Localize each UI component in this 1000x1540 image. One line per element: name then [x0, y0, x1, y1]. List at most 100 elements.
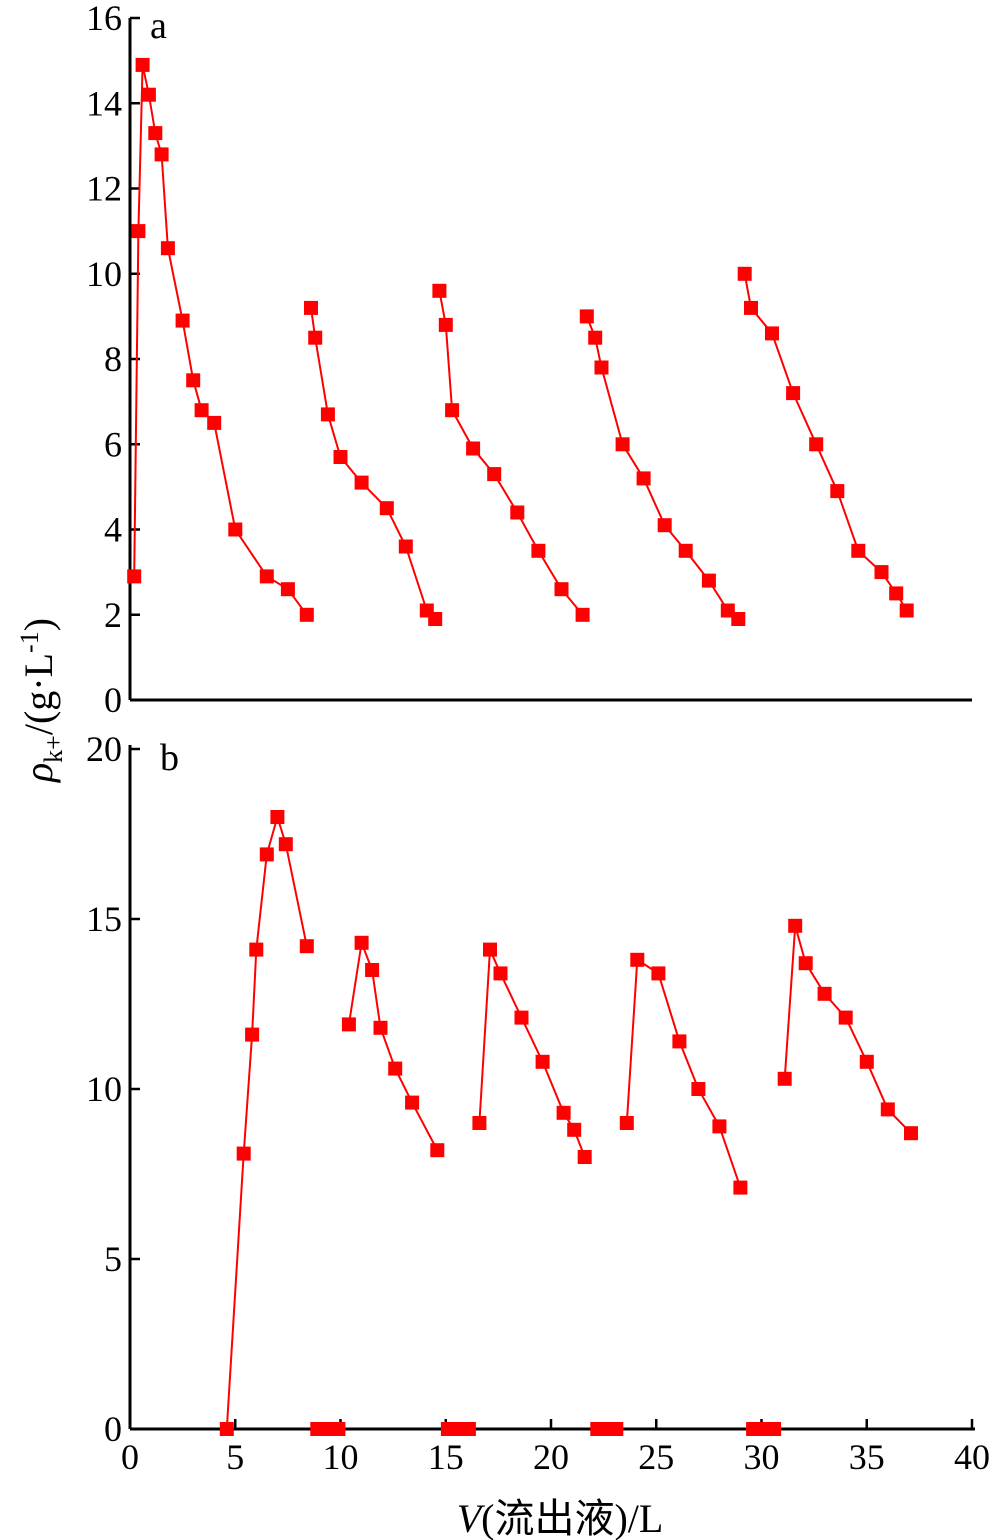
panel-b-x-tick-label: 10	[323, 1437, 359, 1477]
panel-b-y-tick-label: 0	[104, 1409, 122, 1449]
panel-b-data-point	[556, 1105, 571, 1120]
panel-a-data-point	[531, 543, 546, 558]
panel-a-data-point	[701, 573, 716, 588]
panel-a-data-point	[299, 607, 314, 622]
panel-b-data-point	[341, 1017, 356, 1032]
panel-b-data-point	[777, 1071, 792, 1086]
panel-b-series	[219, 810, 918, 1436]
panel-a-data-point	[636, 471, 651, 486]
panel-a-data-point	[786, 386, 801, 401]
panel-a-y-tick-label: 8	[104, 339, 122, 379]
panel-a-data-point	[445, 403, 460, 418]
panel-a-data-point	[428, 612, 443, 626]
panel-b-data-point	[278, 837, 293, 852]
x-axis-title-rest: (流出液)/L	[481, 1496, 663, 1540]
panel-b-data-point	[373, 1020, 388, 1035]
panel-a-series-line	[133, 64, 308, 616]
panel-a-data-point	[160, 241, 175, 256]
panel-a-data-point	[154, 147, 169, 162]
panel-a-data-point	[744, 300, 758, 315]
panel-b-label: b	[160, 737, 179, 779]
panel-a-data-point	[207, 415, 222, 430]
panel-b-data-point	[838, 1010, 853, 1025]
panel-b-x-tick-label: 30	[744, 1437, 780, 1477]
panel-a-y-tick-label: 10	[86, 254, 122, 294]
panel-a-label: a	[150, 5, 167, 47]
panel-a-data-point	[830, 484, 845, 499]
panel-a-data-point	[280, 582, 295, 597]
panel-a-data-point	[588, 330, 603, 345]
panel-a-data-point	[889, 586, 904, 601]
panel-b-x-tick-label: 5	[226, 1437, 244, 1477]
panel-b-data-point	[691, 1082, 706, 1096]
panel-b-data-point	[535, 1054, 550, 1069]
x-axis-title: V(流出液)/L	[457, 1496, 664, 1540]
panel-a-data-point	[594, 360, 609, 375]
panel-a-data-point	[554, 582, 569, 597]
panel-b-x-tick-label: 20	[533, 1437, 569, 1477]
panel-b-series-line	[625, 958, 742, 1188]
panel-a-data-point	[259, 569, 274, 584]
panel-b-data-point	[609, 1422, 624, 1436]
panel-a-data-point	[731, 612, 746, 626]
panel-b-data-point	[354, 935, 369, 950]
panel-b-data-point	[788, 918, 803, 933]
panel-b-data-point	[767, 1422, 782, 1436]
panel-b-data-point	[619, 1116, 634, 1130]
panel-a-data-point	[579, 309, 594, 324]
panel-a-y-tick-label: 2	[104, 595, 122, 635]
panel-b-data-point	[472, 1116, 487, 1130]
panel-a-data-point	[851, 543, 866, 558]
panel-b-data-point	[299, 939, 314, 954]
panel-b-data-point	[798, 956, 813, 971]
panel-a-data-point	[379, 501, 394, 516]
panel-b-data-point	[461, 1422, 476, 1436]
panel-b-data-point	[245, 1027, 260, 1042]
panel-b-data-point	[259, 847, 274, 862]
panel-a-data-point	[678, 543, 693, 558]
panel-b-data-point	[430, 1143, 445, 1158]
panel-a-data-point	[510, 505, 525, 520]
panel-a-data-point	[438, 317, 453, 332]
panel-b-data-point	[483, 942, 497, 957]
panel-b-series-line	[225, 813, 308, 1430]
panel-a-data-point	[308, 330, 323, 345]
panel-a-y-ticks: 0 2 4 6 8 10 12 14 16	[86, 0, 140, 720]
panel-b-data-point	[365, 963, 380, 977]
panel-a: 0 2 4 6 8 10 12 14 16 a	[86, 0, 972, 720]
panel-a-data-point	[874, 565, 889, 580]
panel-b: 0 5 10 15 20 0 5 10 15 20 25 30 35 40 b	[86, 729, 990, 1477]
panel-a-data-point	[398, 539, 413, 554]
panel-a-data-point	[432, 283, 447, 298]
panel-a-data-point	[575, 607, 590, 622]
y-axis-title: ρk+/(g·L-1)	[15, 618, 68, 784]
panel-a-data-point	[320, 407, 335, 422]
panel-b-x-tick-label: 35	[849, 1437, 885, 1477]
panel-b-x-tick-label: 40	[954, 1437, 990, 1477]
panel-a-data-point	[899, 603, 914, 618]
panel-b-data-point	[249, 942, 264, 957]
panel-b-data-point	[567, 1122, 582, 1137]
panel-a-data-point	[765, 326, 779, 341]
panel-b-x-tick-label: 15	[428, 1437, 464, 1477]
panel-b-data-point	[630, 952, 645, 967]
panel-b-data-point	[514, 1010, 529, 1025]
panel-a-y-tick-label: 14	[86, 83, 122, 123]
panel-b-data-point	[270, 810, 285, 824]
panel-b-data-point	[236, 1146, 251, 1161]
panel-a-series	[127, 57, 914, 626]
panel-b-series-line	[347, 938, 439, 1151]
panel-b-data-point	[331, 1422, 346, 1436]
panel-a-data-point	[487, 467, 502, 482]
panel-a-y-tick-label: 16	[86, 0, 122, 38]
panel-a-series-line	[310, 307, 436, 620]
panel-a-data-point	[304, 300, 318, 315]
panel-b-data-point	[859, 1054, 874, 1069]
panel-a-y-tick-label: 4	[104, 510, 122, 550]
panel-b-data-point	[672, 1034, 687, 1049]
panel-b-data-point	[577, 1150, 592, 1164]
panel-a-series-line	[438, 290, 584, 616]
panel-a-series-line	[585, 316, 739, 620]
panel-a-data-point	[228, 522, 243, 537]
